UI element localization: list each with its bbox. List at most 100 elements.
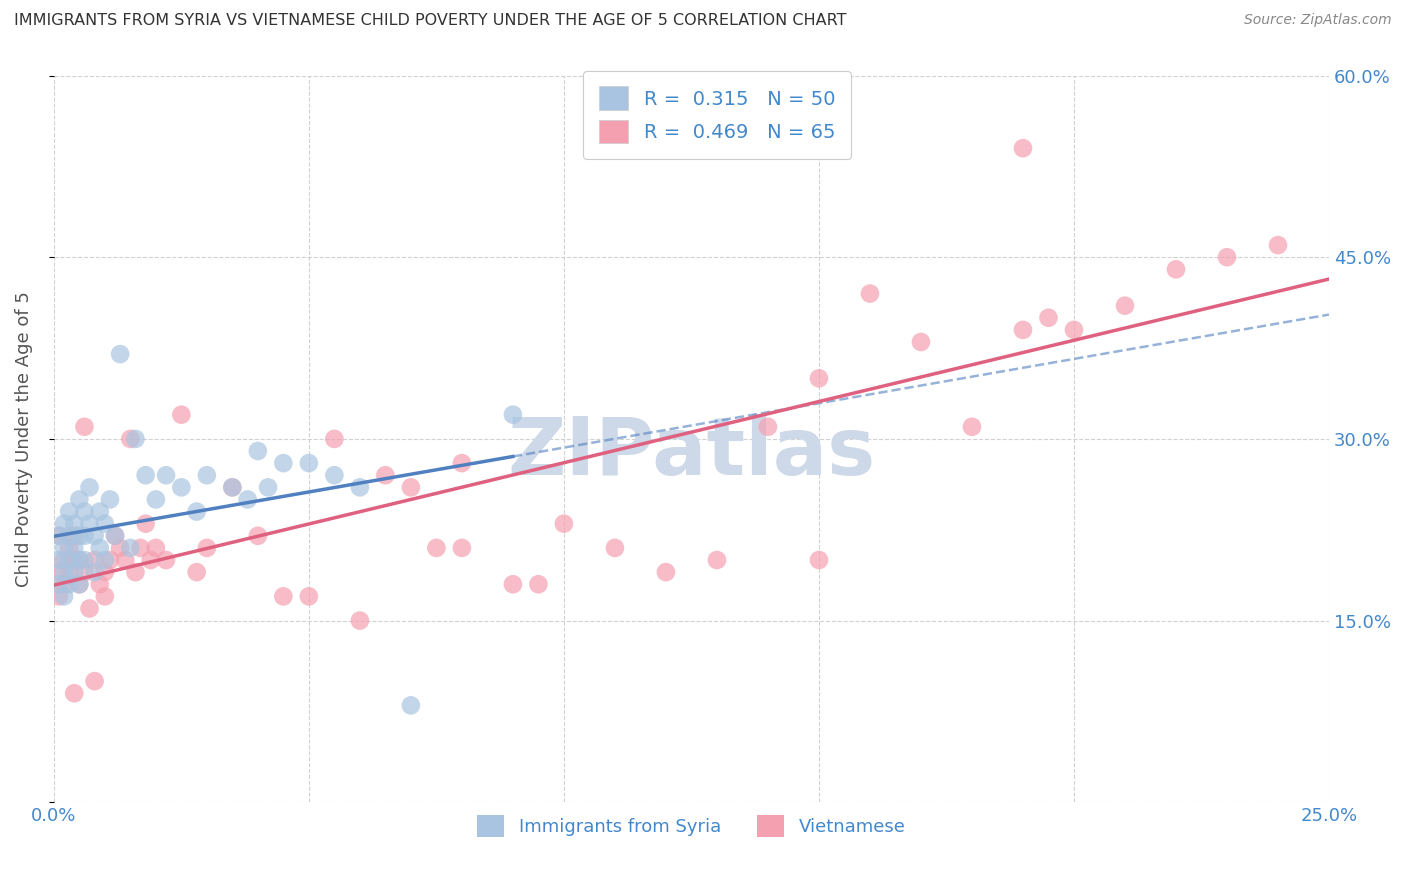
Point — [451, 456, 474, 470]
Point — [98, 492, 121, 507]
Point — [58, 565, 80, 579]
Point — [756, 419, 779, 434]
Point — [124, 565, 146, 579]
Point — [79, 601, 101, 615]
Point — [104, 529, 127, 543]
Point — [221, 480, 243, 494]
Point — [120, 432, 142, 446]
Point — [73, 529, 96, 543]
Point — [58, 541, 80, 555]
Text: ZIPatlas: ZIPatlas — [508, 415, 876, 492]
Point — [58, 505, 80, 519]
Point — [186, 565, 208, 579]
Point — [94, 565, 117, 579]
Point — [63, 686, 86, 700]
Point — [655, 565, 678, 579]
Point — [323, 468, 346, 483]
Point — [129, 541, 152, 555]
Point — [1063, 323, 1085, 337]
Point — [502, 408, 524, 422]
Point — [67, 553, 90, 567]
Y-axis label: Child Poverty Under the Age of 5: Child Poverty Under the Age of 5 — [15, 291, 32, 587]
Point — [502, 577, 524, 591]
Point — [425, 541, 447, 555]
Point — [155, 553, 177, 567]
Point — [79, 516, 101, 531]
Point — [1114, 299, 1136, 313]
Point — [48, 565, 70, 579]
Point — [53, 553, 76, 567]
Point — [298, 590, 321, 604]
Point — [63, 565, 86, 579]
Point — [186, 505, 208, 519]
Point — [170, 408, 193, 422]
Point — [89, 541, 111, 555]
Point — [910, 334, 932, 349]
Point — [67, 577, 90, 591]
Point — [73, 419, 96, 434]
Point — [246, 444, 269, 458]
Point — [195, 468, 218, 483]
Point — [603, 541, 626, 555]
Point — [553, 516, 575, 531]
Point — [399, 698, 422, 713]
Point — [273, 456, 295, 470]
Point — [124, 432, 146, 446]
Point — [960, 419, 983, 434]
Point — [58, 577, 80, 591]
Point — [1267, 238, 1289, 252]
Point — [67, 577, 90, 591]
Point — [257, 480, 280, 494]
Point — [53, 577, 76, 591]
Point — [104, 529, 127, 543]
Point — [53, 565, 76, 579]
Point — [83, 565, 105, 579]
Point — [94, 516, 117, 531]
Legend: Immigrants from Syria, Vietnamese: Immigrants from Syria, Vietnamese — [470, 807, 912, 844]
Point — [145, 492, 167, 507]
Point — [170, 480, 193, 494]
Point — [89, 577, 111, 591]
Point — [83, 553, 105, 567]
Point — [236, 492, 259, 507]
Point — [53, 541, 76, 555]
Point — [706, 553, 728, 567]
Point — [807, 371, 830, 385]
Point — [53, 590, 76, 604]
Point — [1038, 310, 1060, 325]
Point — [98, 553, 121, 567]
Point — [120, 541, 142, 555]
Text: IMMIGRANTS FROM SYRIA VS VIETNAMESE CHILD POVERTY UNDER THE AGE OF 5 CORRELATION: IMMIGRANTS FROM SYRIA VS VIETNAMESE CHIL… — [14, 13, 846, 29]
Point — [451, 541, 474, 555]
Point — [399, 480, 422, 494]
Point — [58, 529, 80, 543]
Point — [83, 529, 105, 543]
Text: Source: ZipAtlas.com: Source: ZipAtlas.com — [1244, 13, 1392, 28]
Point — [527, 577, 550, 591]
Point — [135, 468, 157, 483]
Point — [349, 480, 371, 494]
Point — [73, 505, 96, 519]
Point — [67, 492, 90, 507]
Point — [273, 590, 295, 604]
Point — [53, 516, 76, 531]
Point — [349, 614, 371, 628]
Point — [63, 541, 86, 555]
Point — [73, 553, 96, 567]
Point — [195, 541, 218, 555]
Point — [108, 541, 131, 555]
Point — [79, 480, 101, 494]
Point — [48, 577, 70, 591]
Point — [89, 505, 111, 519]
Point — [58, 553, 80, 567]
Point — [73, 565, 96, 579]
Point — [108, 347, 131, 361]
Point — [67, 529, 90, 543]
Point — [83, 674, 105, 689]
Point — [1164, 262, 1187, 277]
Point — [63, 553, 86, 567]
Point — [145, 541, 167, 555]
Point — [1216, 250, 1239, 264]
Point — [298, 456, 321, 470]
Point — [221, 480, 243, 494]
